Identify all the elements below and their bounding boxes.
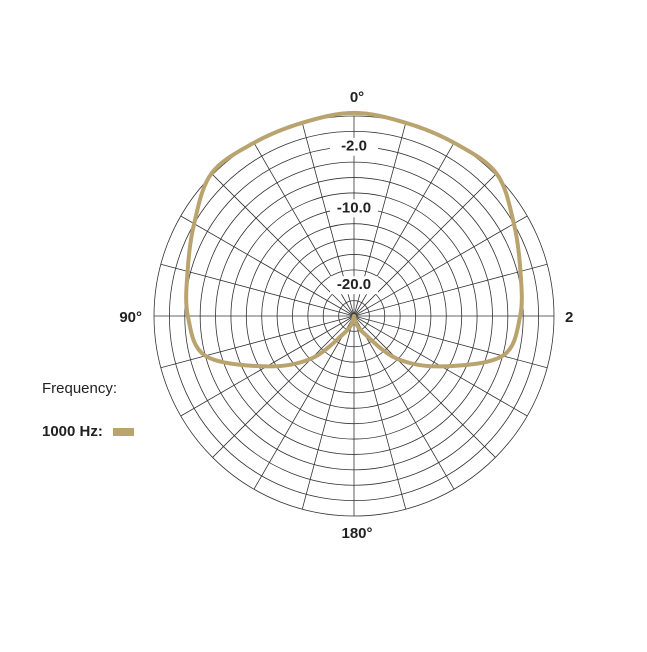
spoke xyxy=(301,315,355,510)
plot xyxy=(184,110,524,369)
spoke xyxy=(353,315,455,490)
spoke xyxy=(180,215,355,317)
angle-label: 180° xyxy=(341,525,372,542)
spoke xyxy=(353,315,548,369)
spoke xyxy=(353,315,496,458)
spoke xyxy=(253,315,355,490)
spoke xyxy=(353,315,407,510)
legend-label: 1000 Hz: xyxy=(42,423,103,440)
spoke xyxy=(353,215,528,317)
angle-label: 90° xyxy=(119,309,142,326)
r-tick-label: -20.0 xyxy=(337,276,371,293)
tick-label-bg xyxy=(330,137,378,156)
legend-title: Frequency: xyxy=(42,380,117,397)
angle-label: 0° xyxy=(350,89,364,106)
r-tick-label: -2.0 xyxy=(341,138,367,155)
angle-label: 2 xyxy=(565,309,573,326)
spoke xyxy=(160,315,355,369)
tick-label-bg xyxy=(330,199,378,218)
legend-swatch xyxy=(113,428,134,436)
spoke xyxy=(353,263,548,317)
grid xyxy=(153,115,555,517)
polar-line xyxy=(184,110,524,369)
r-tick-label: -10.0 xyxy=(337,199,371,216)
spoke xyxy=(212,315,355,458)
tick-label-bg xyxy=(330,276,378,295)
labels: -2.0 -10.0 -20.0 0° 90° 180° 2 xyxy=(119,89,573,542)
spoke xyxy=(160,263,355,317)
